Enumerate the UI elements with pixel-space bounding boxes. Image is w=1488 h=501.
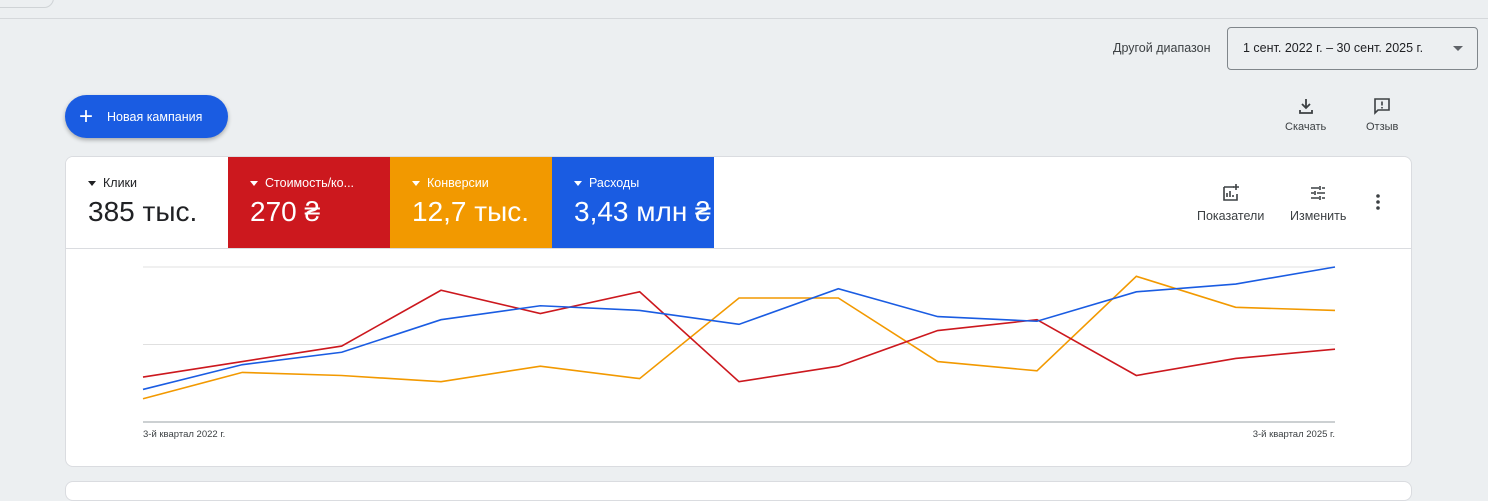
download-button[interactable]: Скачать <box>1285 97 1326 133</box>
metric-cost-per-conversion[interactable]: Стоимость/ко... 270 ₴ <box>228 157 390 249</box>
metric-label: Клики <box>103 176 138 190</box>
top-tab-stub <box>0 0 54 8</box>
series-line-Стоимость/ко... <box>142 289 1336 383</box>
metric-label: Стоимость/ко... <box>265 176 355 190</box>
new-campaign-button[interactable]: + Новая кампания <box>65 95 228 138</box>
metric-value: 270 ₴ <box>250 196 321 227</box>
line-chart <box>142 266 1336 423</box>
header-divider <box>0 18 1488 19</box>
more-vert-icon[interactable] <box>1375 193 1381 211</box>
metric-conversions[interactable]: Конверсии 12,7 тыс. <box>390 157 552 249</box>
x-tick-start: 3-й квартал 2022 г. <box>143 429 226 440</box>
date-range-value: 1 сент. 2022 г. – 30 сент. 2025 г. <box>1243 41 1424 55</box>
new-campaign-label: Новая кампания <box>107 109 203 124</box>
series-line-Клики <box>142 266 1336 391</box>
tune-icon <box>1311 186 1326 200</box>
x-tick-end: 3-й квартал 2025 г. <box>1252 429 1335 440</box>
plus-icon: + <box>79 102 94 130</box>
caret-down-icon <box>88 180 96 186</box>
metrics-button[interactable]: Показатели <box>1197 183 1264 223</box>
metric-label: Конверсии <box>427 176 489 190</box>
dropdown-caret-icon <box>1453 46 1463 51</box>
card-divider <box>66 248 1411 249</box>
metric-value: 385 тыс. <box>88 196 198 227</box>
series-line-Конверсии <box>142 275 1336 400</box>
add-chart-icon <box>1222 184 1239 201</box>
metrics-label: Показатели <box>1197 209 1265 223</box>
date-range-label: Другой диапазон <box>1113 41 1211 55</box>
metric-spend[interactable]: Расходы 3,43 млн ₴ <box>552 157 714 249</box>
feedback-button[interactable]: Отзыв <box>1366 97 1398 133</box>
caret-down-icon <box>250 180 258 186</box>
caret-down-icon <box>412 180 420 186</box>
download-label: Скачать <box>1285 121 1327 133</box>
edit-label: Изменить <box>1290 209 1347 223</box>
feedback-label: Отзыв <box>1366 121 1399 133</box>
caret-down-icon <box>574 180 582 186</box>
feedback-icon <box>1374 98 1390 115</box>
metric-label: Расходы <box>589 176 640 190</box>
date-range-select[interactable]: 1 сент. 2022 г. – 30 сент. 2025 г. <box>1227 27 1478 70</box>
next-card <box>65 481 1412 501</box>
download-icon <box>1298 99 1313 114</box>
metric-clicks[interactable]: Клики 385 тыс. <box>66 157 228 249</box>
edit-button[interactable]: Изменить <box>1290 183 1346 223</box>
metric-value: 3,43 млн ₴ <box>574 196 711 227</box>
performance-card: Клики 385 тыс. Стоимость/ко... 270 ₴ Кон… <box>65 156 1412 467</box>
metric-value: 12,7 тыс. <box>412 196 530 227</box>
